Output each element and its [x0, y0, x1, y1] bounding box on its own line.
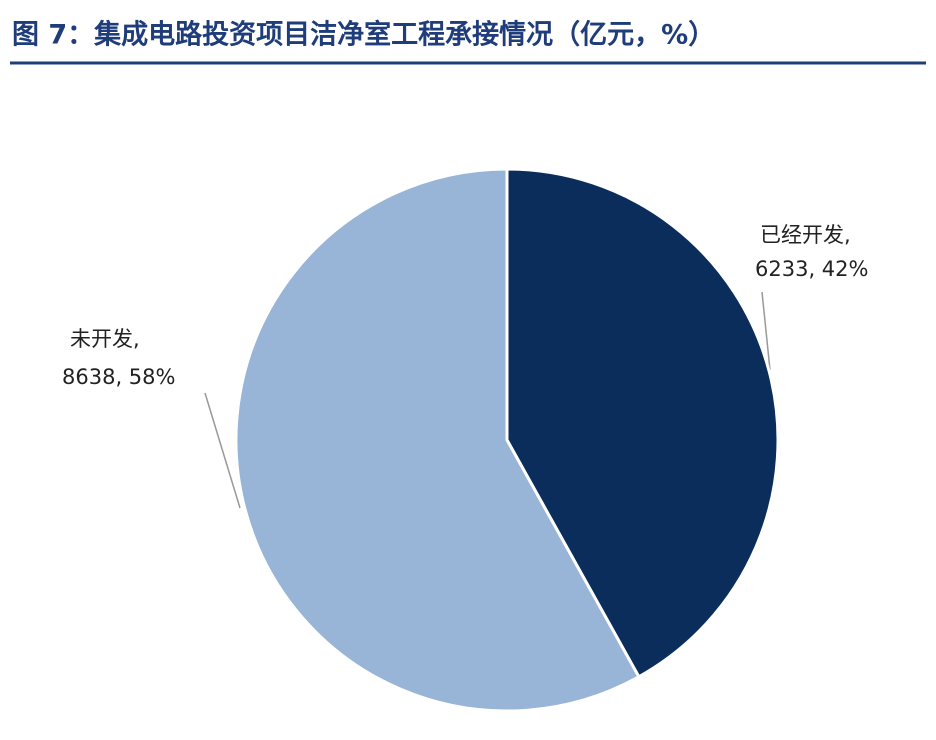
value-label: 8638, 58% — [62, 365, 175, 389]
slice-label: 未开发, — [70, 327, 140, 351]
value-label: 6233, 42% — [755, 257, 868, 281]
pie-slice — [505, 167, 780, 679]
slice-label: 已经开发, — [760, 223, 851, 247]
leader-line — [761, 291, 771, 371]
pie-slice — [234, 167, 641, 713]
chart-title: 图 7：集成电路投资项目洁净室工程承接情况（亿元，%） — [12, 19, 715, 51]
leader-line — [204, 392, 241, 509]
